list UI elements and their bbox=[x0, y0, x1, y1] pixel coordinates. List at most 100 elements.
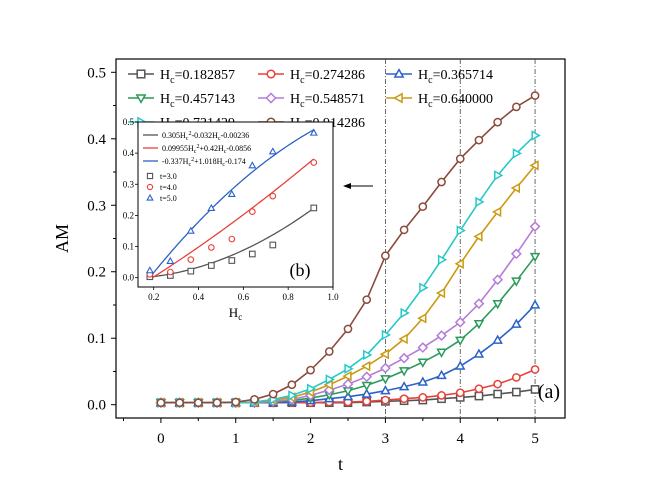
series-7-point bbox=[494, 170, 504, 181]
legend-marker bbox=[266, 69, 276, 79]
inset-legend-label: t=5.0 bbox=[160, 194, 177, 203]
series-2-point bbox=[362, 397, 372, 406]
inset-series-3-point bbox=[309, 128, 318, 136]
x-axis-label: t bbox=[338, 454, 343, 474]
inset-plot: 0.2 0.4 0.6 0.8 1.0 0.0 0.1 0.2 0.3 0.4 0.5 Hc 0.305… bbox=[123, 117, 339, 322]
inset-legend-marker bbox=[146, 193, 154, 201]
series-8-point bbox=[212, 398, 222, 408]
inset-legend-equation: 0.09955Hc2+0.42Hc-0.0856 bbox=[162, 144, 251, 155]
series-5-point bbox=[492, 274, 504, 286]
series-7-point bbox=[475, 196, 485, 208]
series-6-point bbox=[417, 313, 427, 324]
series-7-point bbox=[344, 363, 354, 375]
series-5-point bbox=[473, 298, 485, 310]
inset-legend-label: t=4.0 bbox=[160, 183, 177, 192]
inset-fit-curve-2 bbox=[149, 158, 315, 280]
series-8-point bbox=[250, 395, 259, 404]
series-1-point bbox=[530, 385, 540, 394]
y-tick-label: 0.3 bbox=[87, 198, 106, 214]
inset-x-tick-label: 0.8 bbox=[283, 292, 295, 302]
series-6-point bbox=[510, 182, 520, 194]
series-3-point bbox=[361, 388, 372, 398]
inset-y-tick-label: 0.4 bbox=[123, 148, 135, 158]
series-8-point bbox=[324, 347, 334, 356]
inset-series-1-point bbox=[248, 250, 256, 258]
legend-marker bbox=[136, 69, 146, 79]
series-8-point bbox=[231, 397, 241, 407]
series-8-point bbox=[362, 295, 372, 305]
series-4-point bbox=[436, 348, 447, 358]
series-3-point bbox=[380, 385, 391, 395]
series-6-point bbox=[435, 287, 446, 299]
series-5-point bbox=[398, 352, 410, 364]
series-7-point bbox=[419, 282, 429, 293]
legend-label: Hc=0.548571 bbox=[290, 92, 365, 110]
panel-label-a: (a) bbox=[538, 381, 560, 403]
series-3-point bbox=[417, 376, 429, 386]
series-6-point bbox=[454, 258, 464, 270]
inset-x-axis-label: Hc bbox=[229, 305, 242, 322]
series-8-point bbox=[306, 365, 315, 375]
series-5-point bbox=[454, 316, 466, 328]
inset-y-tick-label: 0.3 bbox=[123, 179, 135, 189]
series-8-point bbox=[156, 398, 166, 408]
series-8-point bbox=[193, 398, 203, 408]
series-7-point bbox=[288, 390, 298, 401]
series-8-point bbox=[455, 154, 465, 164]
inset-series-3-point bbox=[248, 161, 257, 169]
x-tick-label: 4 bbox=[456, 431, 464, 447]
arrow-head bbox=[343, 183, 351, 189]
series-8-point bbox=[399, 225, 409, 235]
inset-legend-equation: 0.305Hc2-0.032Hc-0.00236 bbox=[162, 131, 249, 142]
series-2-point bbox=[530, 365, 540, 374]
series-7-point bbox=[381, 329, 392, 341]
inset-series-1-point bbox=[207, 262, 215, 269]
series-8-point bbox=[175, 398, 184, 408]
series-6-point bbox=[473, 231, 483, 242]
series-7-point bbox=[437, 254, 448, 266]
series-8-point bbox=[437, 177, 446, 187]
series-7-point bbox=[456, 225, 466, 236]
inset-y-tick-label: 0.0 bbox=[123, 273, 135, 283]
series-3-point bbox=[473, 348, 485, 358]
y-tick-label: 0.2 bbox=[87, 265, 106, 281]
series-8-point bbox=[530, 91, 540, 100]
series-3-point bbox=[511, 318, 522, 328]
series-5-point bbox=[510, 248, 522, 260]
series-3-point bbox=[454, 360, 466, 370]
series-6-point bbox=[398, 333, 408, 345]
series-4-point bbox=[529, 252, 541, 263]
inset-series-2-point bbox=[248, 208, 256, 216]
x-tick-label: 5 bbox=[531, 431, 539, 447]
series-6-point bbox=[342, 370, 352, 382]
series-8-point bbox=[287, 380, 297, 390]
inset-series-1-point bbox=[310, 204, 318, 212]
series-8-point bbox=[343, 324, 353, 334]
series-8-point bbox=[512, 102, 521, 112]
series-4-point bbox=[361, 381, 372, 392]
series-6-point bbox=[491, 206, 502, 218]
inset-y-tick-label: 0.2 bbox=[123, 210, 134, 220]
inset-legend-label: t=3.0 bbox=[160, 172, 177, 181]
series-4-point bbox=[492, 300, 503, 310]
legend-label: Hc=0.365714 bbox=[418, 68, 493, 86]
series-8-point bbox=[474, 135, 484, 145]
inset-x-tick-label: 1.0 bbox=[327, 292, 339, 302]
series-5-point bbox=[361, 371, 373, 383]
y-tick-label: 0.5 bbox=[87, 65, 106, 81]
y-tick-label: 0.4 bbox=[87, 132, 106, 148]
inset-y-tick-label: 0.1 bbox=[123, 242, 134, 252]
inset-series-2-point bbox=[228, 235, 236, 243]
series-8-point bbox=[493, 117, 502, 127]
series-4-point bbox=[417, 358, 429, 368]
inset-legend-marker bbox=[146, 183, 154, 191]
series-7-point bbox=[400, 307, 410, 319]
inset-y-tick-label: 0.5 bbox=[123, 117, 135, 127]
inset-fit-curve-1 bbox=[149, 207, 315, 278]
x-tick-label: 3 bbox=[382, 431, 390, 447]
inset-series-3-point bbox=[207, 203, 216, 212]
inset-series-3-point bbox=[186, 226, 195, 234]
series-5-point bbox=[342, 378, 354, 390]
series-3-point bbox=[398, 381, 410, 391]
